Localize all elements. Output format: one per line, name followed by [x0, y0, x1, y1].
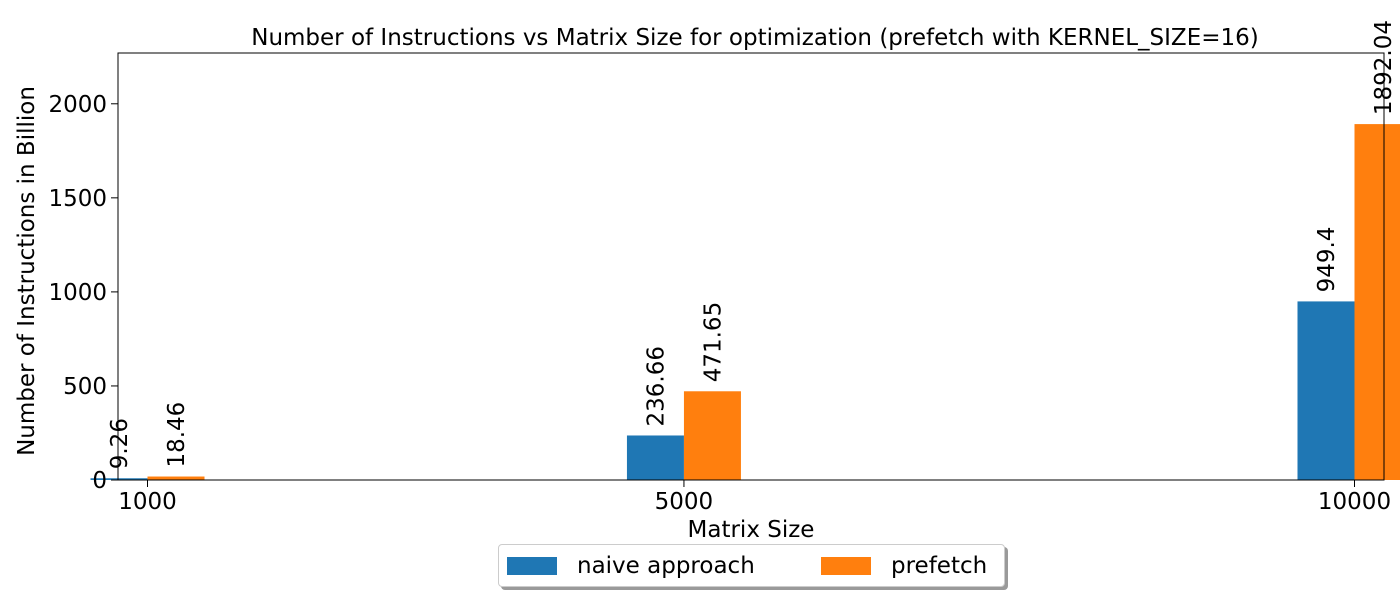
y-tick-label: 1500 [48, 186, 107, 212]
legend-swatch-naive-approach [507, 556, 557, 575]
y-tick-label: 2000 [48, 92, 107, 118]
bar-naive-approach-1000 [90, 478, 148, 480]
data-label-naive-approach-1000: 9.26 [107, 418, 133, 469]
bar-prefetch-10000 [1354, 124, 1400, 481]
bar-prefetch-1000 [147, 476, 205, 480]
y-tick-label: 1000 [48, 280, 107, 306]
data-label-naive-approach-5000: 236.66 [643, 346, 669, 426]
x-tick-label: 1000 [118, 489, 177, 515]
legend: naive approach prefetch [498, 544, 1005, 587]
legend-swatch-prefetch [821, 556, 871, 575]
y-axis: 0 500 1000 1500 2000 [48, 92, 118, 494]
y-axis-label: Number of Instructions in Billion [14, 86, 40, 456]
bars-layer [90, 124, 1400, 481]
bar-prefetch-5000 [683, 391, 741, 480]
chart-title: Number of Instructions vs Matrix Size fo… [251, 25, 1259, 51]
bar-naive-approach-10000 [1297, 301, 1355, 480]
x-tick-label: 10000 [1318, 489, 1391, 515]
plot-frame [117, 52, 1385, 481]
legend-item-prefetch: prefetch [821, 545, 987, 586]
data-label-prefetch-1000: 18.46 [164, 402, 190, 468]
y-tick-label: 500 [63, 374, 107, 400]
x-axis-label: Matrix Size [688, 517, 815, 543]
bar-naive-approach-5000 [626, 435, 684, 480]
x-axis: 1000 5000 10000 [118, 480, 1391, 515]
data-label-prefetch-5000: 471.65 [700, 302, 726, 382]
legend-label-naive-approach: naive approach [577, 552, 755, 579]
data-label-naive-approach-10000: 949.4 [1314, 227, 1340, 293]
legend-label-prefetch: prefetch [891, 552, 988, 579]
x-tick-label: 5000 [655, 489, 714, 515]
legend-item-naive-approach: naive approach [507, 545, 755, 586]
y-tick-label: 0 [92, 468, 107, 494]
